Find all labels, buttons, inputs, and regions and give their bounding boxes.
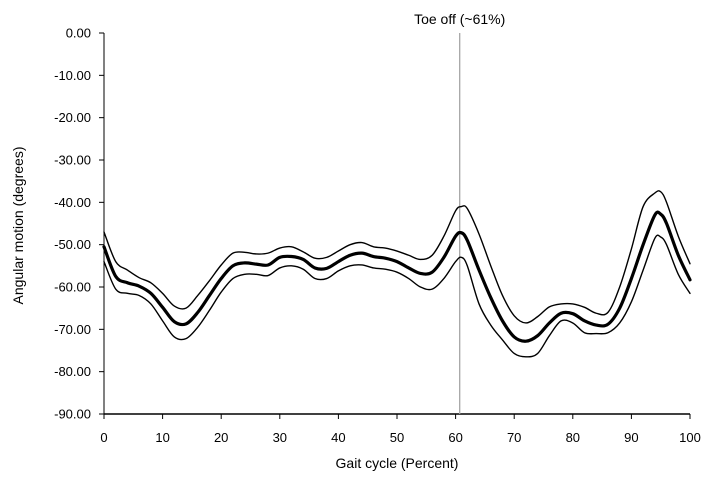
toe-off-label: Toe off (~61%) [414,11,505,27]
x-tick-label: 80 [566,430,580,445]
y-tick-label: 0.00 [66,26,91,41]
x-tick-label: 70 [507,430,521,445]
x-tick-label: 60 [448,430,462,445]
series-line-upper [103,190,691,324]
y-tick-label: -60.00 [54,280,91,295]
x-tick-label: 90 [624,430,638,445]
labels-layer: 0.00 -10.00 -20.00 -30.00 -40.00 -50.00 -60.00… [10,11,701,471]
y-axis-title: Angular motion (degrees) [10,147,26,305]
x-tick-label: 0 [100,430,107,445]
axes-layer [99,32,691,419]
series-line-mean [102,210,692,343]
y-tick-label: -20.00 [54,110,91,125]
y-tick-label: -70.00 [54,322,91,337]
series-layer [102,190,692,358]
y-tick-label: -40.00 [54,195,91,210]
x-tick-label: 30 [273,430,287,445]
x-axis-title: Gait cycle (Percent) [336,455,459,471]
y-tick-label: -10.00 [54,68,91,83]
x-tick-label: 10 [155,430,169,445]
x-tick-label: 50 [390,430,404,445]
y-tick-label: -30.00 [54,153,91,168]
y-tick-label: -90.00 [54,407,91,422]
x-tick-label: 40 [331,430,345,445]
x-tick-label: 20 [214,430,228,445]
y-tick-label: -50.00 [54,237,91,252]
y-tick-label: -80.00 [54,364,91,379]
x-tick-label: 100 [679,430,701,445]
series-line-lower [103,234,691,358]
